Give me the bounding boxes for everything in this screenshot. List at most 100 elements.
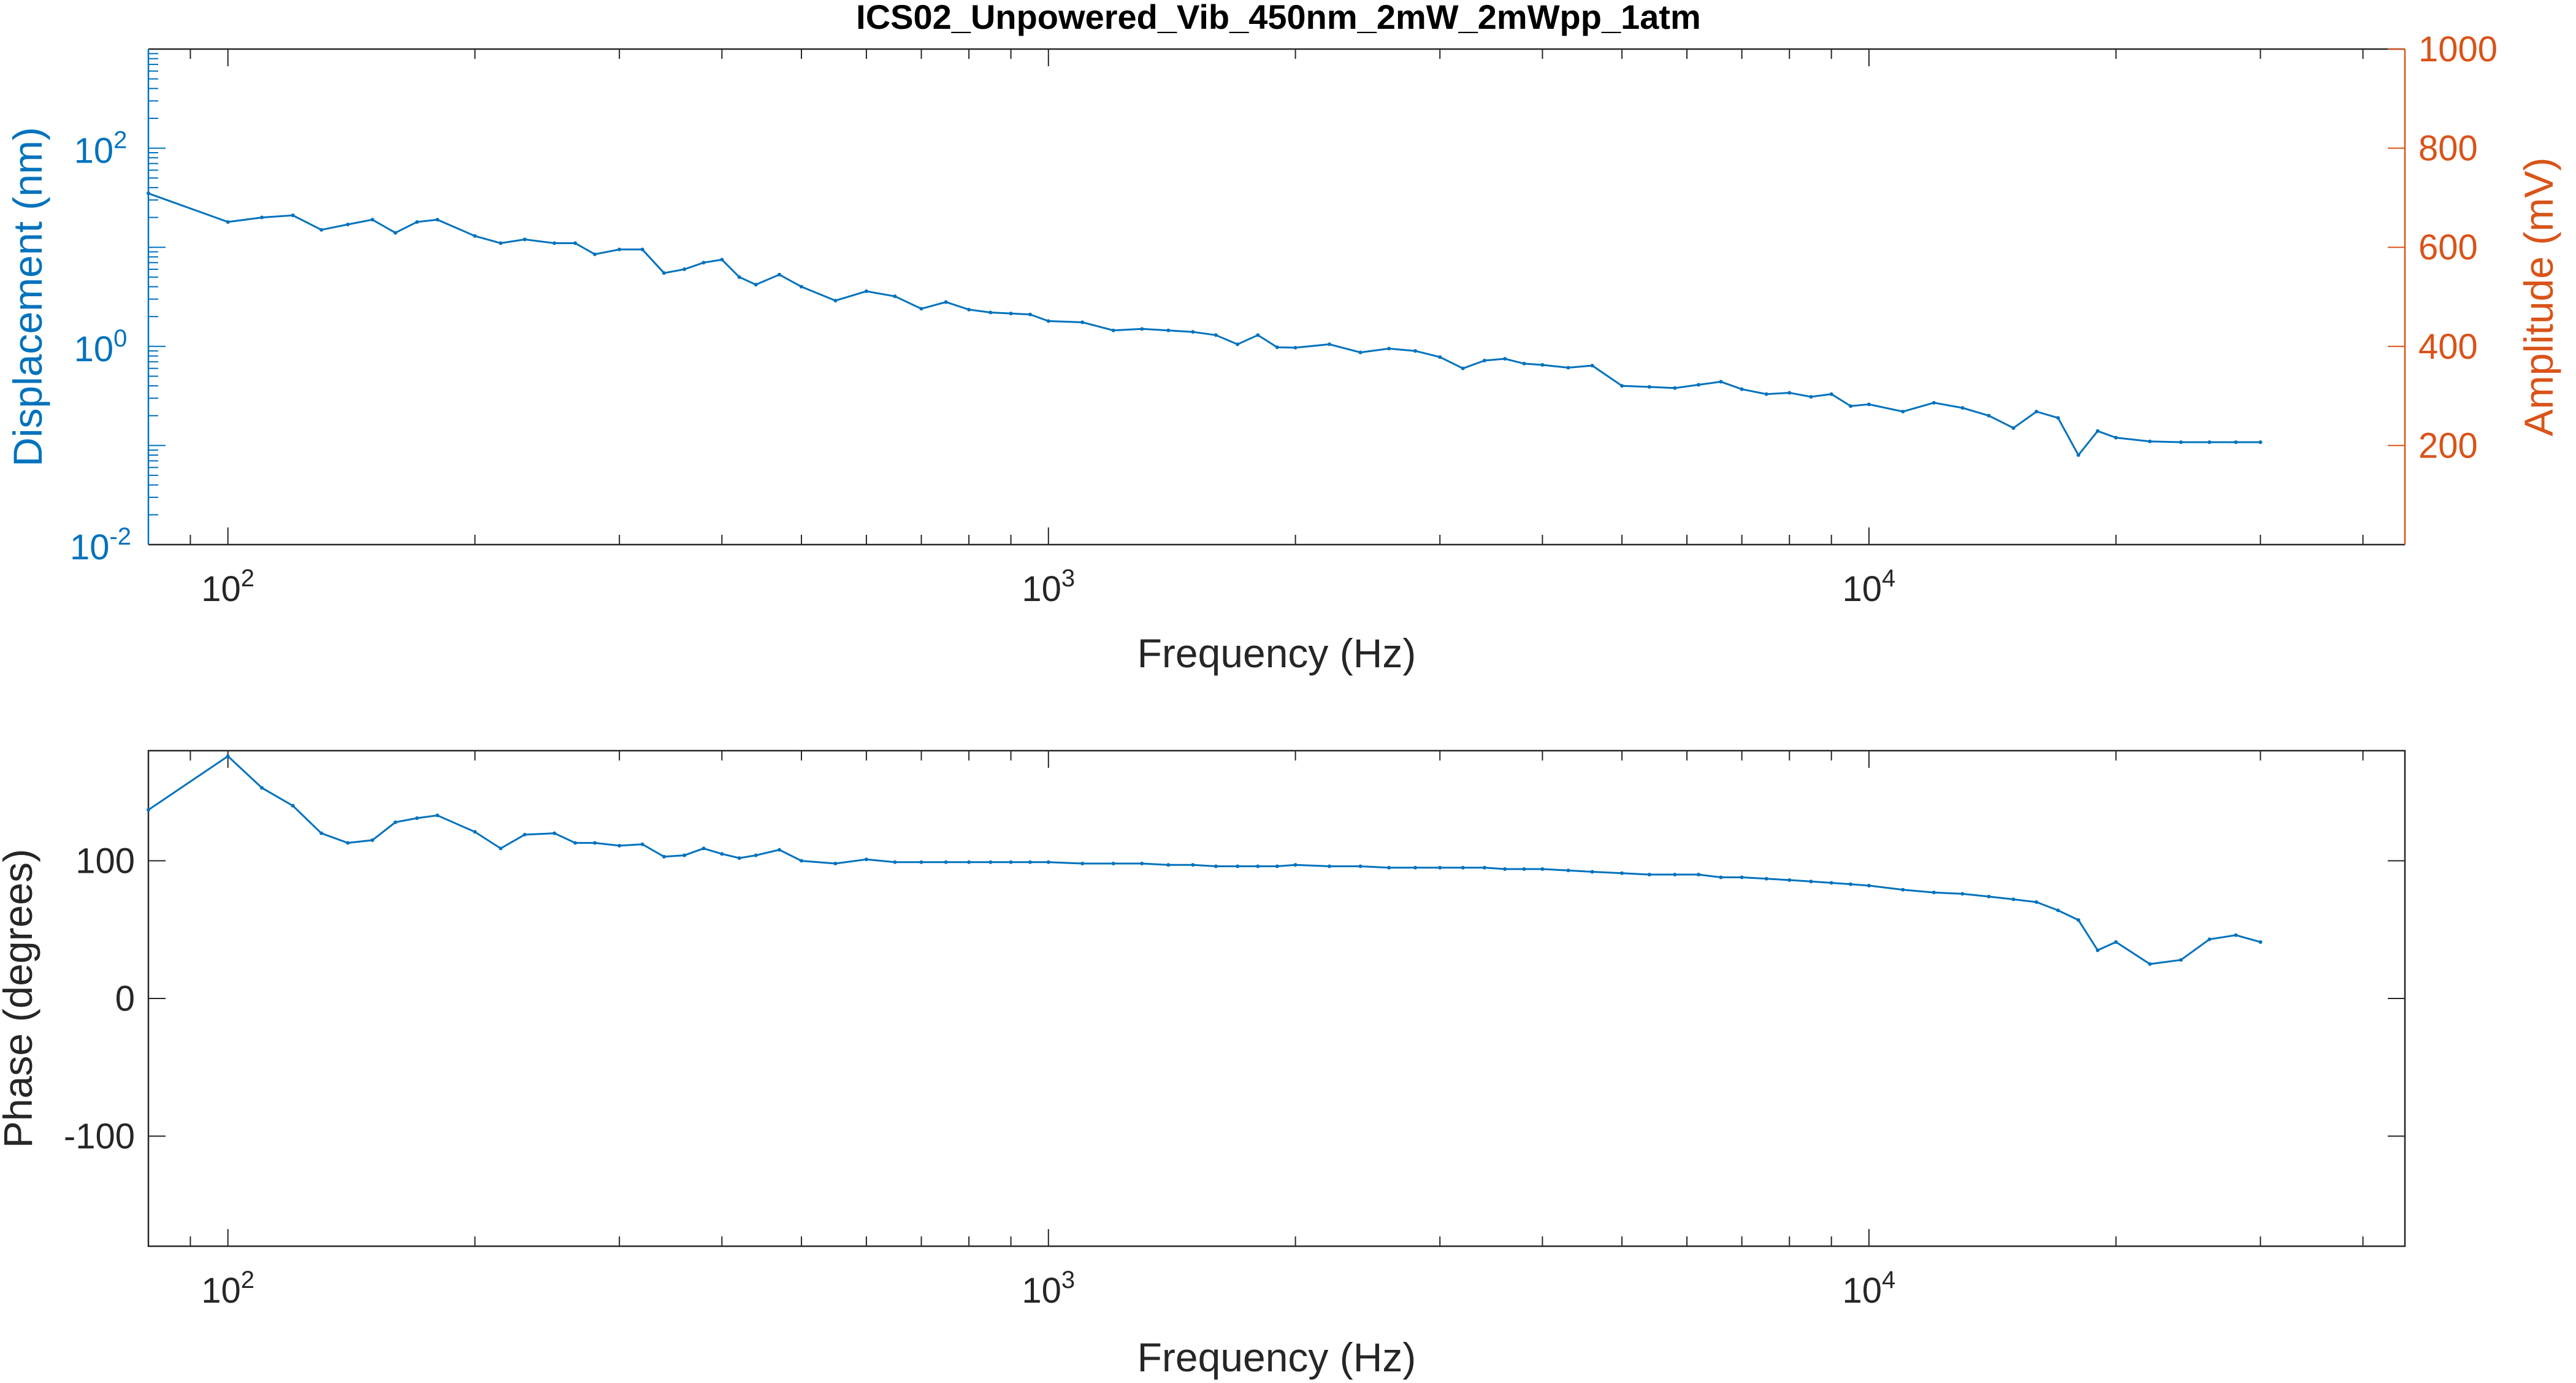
displacement-minor-ticks [148,49,2364,545]
displacement-data-point [1697,383,1701,387]
phase-data-point [893,860,897,864]
phase-data-point [2076,918,2081,922]
phase-data-point [1275,864,1279,868]
displacement-data-point [1438,355,1442,359]
phase-y-axis-label: Phase (degrees) [0,849,40,1148]
phase-data-point [1809,879,1813,884]
phase-x-axis-label: Frequency (Hz) [1137,1335,1416,1380]
phase-data-point [226,754,230,758]
displacement-data-point [701,261,706,265]
phase-data-point [682,853,687,857]
displacement-data-point [1673,386,1677,390]
displacement-data-point [2114,435,2118,440]
displacement-data-point [1046,319,1050,323]
phase-y-tick-label: 0 [115,979,135,1019]
displacement-data-point [2095,429,2100,433]
phase-data-point [1482,865,1486,870]
phase-data-point [1358,864,1363,868]
displacement-data-point [682,267,687,272]
phase-data-point [1829,881,1833,885]
displacement-data-point [435,218,440,222]
displacement-data-point [893,294,897,299]
phase-data-point [1522,867,1526,872]
phase-data-point [1849,882,1853,886]
displacement-data-point [522,237,527,242]
phase-data-point [1191,863,1195,867]
displacement-data-point [1191,330,1195,334]
phase-data-point [1256,864,1260,868]
phase-data-point [1787,878,1792,882]
displacement-data-point [1256,333,1260,337]
displacement-x-tick-label: 104 [1843,565,1896,609]
phase-data-point [2148,962,2152,966]
phase-data-point [864,857,868,862]
phase-data-point [573,841,578,845]
displacement-data-point [346,222,350,226]
displacement-data-point [1236,342,1240,347]
phase-data-point [2207,937,2212,941]
displacement-data-point [1213,333,1218,337]
displacement-data-point [2234,440,2238,444]
displacement-data-point [319,228,324,232]
displacement-data-point [1028,312,1032,316]
phase-data-point [1413,865,1418,870]
phase-data-point [1987,894,1991,898]
phase-series [147,754,2263,966]
phase-data-point [1387,865,1391,870]
phase-data-point [1236,864,1240,868]
displacement-data-point [944,300,948,304]
displacement-data-point [662,271,666,275]
displacement-data-point [967,307,971,312]
displacement-data-point [1590,364,1594,368]
displacement-data-point [1719,380,1723,384]
displacement-data-point [754,283,758,287]
phase-data-point [2056,908,2060,913]
displacement-data-point [833,299,838,303]
figure-title: ICS02_Unpowered_Vib_450nm_2mW_2mWpp_1atm [856,0,1701,36]
phase-x-tick-label: 102 [201,1266,254,1311]
phase-data-point [1764,876,1768,881]
amplitude-y-tick-label: 400 [2418,327,2478,367]
phase-data-point [1166,863,1171,867]
phase-data-point [617,843,622,848]
displacement-plot-area [148,49,2405,545]
phase-data-point [260,786,264,790]
displacement-data-point [919,307,923,311]
phase-data-point [147,808,150,812]
phase-data-point [593,841,597,845]
displacement-data-point [1647,385,1651,389]
phase-data-point [522,832,527,837]
displacement-data-point [1413,349,1418,353]
displacement-y-tick-label: 100 [74,325,128,369]
phase-y-ticks: -100 0 100 [64,841,2405,1156]
displacement-data-point [2056,416,2060,420]
phase-data-point [1028,860,1032,864]
phase-data-point [2234,933,2238,937]
displacement-data-point [988,310,993,315]
displacement-series [147,191,2263,458]
displacement-data-point [1140,327,1144,331]
displacement-data-point [1960,405,1965,410]
phase-data-point [720,852,724,856]
phase-data-point [1697,873,1701,876]
displacement-data-point [1540,363,1545,367]
phase-data-point [944,860,948,864]
displacement-data-point [799,285,803,289]
displacement-data-point [1111,328,1115,332]
phase-data-point [662,854,666,859]
amplitude-y-ticks: 200 400 600 800 1000 [2388,29,2498,465]
phase-data-point [640,842,644,846]
phase-axes: 102 103 104 -100 0 100 Frequency (Hz) Phase … [0,749,2406,1380]
phase-data-point [988,860,993,864]
displacement-y-axis-label: Displacement (nm) [5,127,50,467]
phase-data-point [499,846,503,851]
phase-data-point [393,820,397,824]
displacement-data-point [737,275,741,279]
displacement-data-point [1387,347,1391,351]
phase-data-point [2258,940,2263,944]
displacement-data-point [1275,345,1279,350]
amplitude-y-tick-label: 1000 [2418,29,2498,69]
displacement-data-point [552,241,557,245]
phase-y-tick-label: -100 [64,1116,135,1156]
